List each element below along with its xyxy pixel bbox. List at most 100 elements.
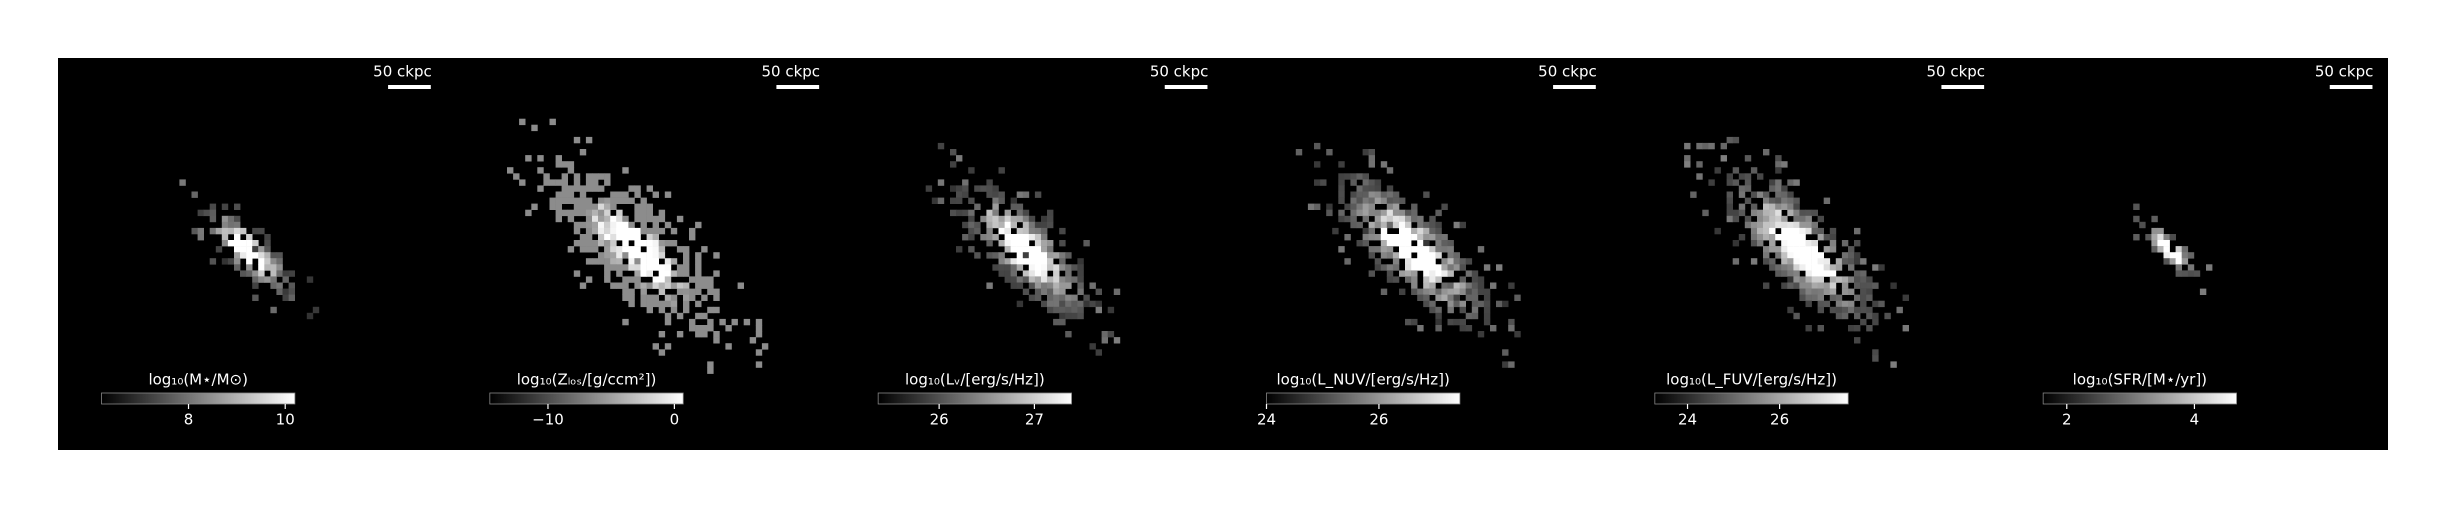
pixel [1811,227,1818,235]
pixel [1453,288,1460,295]
colorbar-label: log₁₀(SFR/[M⋆/yr]) [2073,371,2207,389]
scale-bar-label: 50 ckpc [2315,63,2374,81]
pixel [1757,215,1764,223]
pixel [992,221,999,229]
pixel [579,203,587,210]
pixel [1386,246,1394,253]
pixel [646,294,653,301]
pixel [640,270,647,277]
pixel [634,227,641,235]
pixel [1423,258,1430,265]
pixel [1811,240,1818,247]
pixel [1059,318,1066,326]
pixel [683,282,690,289]
pixel [573,173,581,180]
pixel [585,240,593,247]
pixel [1368,179,1375,186]
pixel [640,300,647,308]
pixel [252,270,259,277]
pixel [683,246,690,253]
pixel [1775,215,1782,223]
colorbar-tick-label: −10 [532,411,564,429]
pixel [1386,252,1394,259]
pixel [1793,227,1800,235]
pixel [1034,252,1042,259]
pixel [585,197,593,204]
pixel [640,203,647,210]
pixel [1799,227,1806,235]
pixel [1793,258,1800,265]
pixel [1053,276,1060,283]
pixel [288,270,295,277]
pixel [713,306,720,314]
pixel [664,270,672,277]
pixel [1077,288,1084,295]
pixel [1392,215,1400,223]
pixel [573,185,581,192]
pixel [695,325,702,332]
pixel [1314,161,1321,168]
pixel [1453,258,1460,265]
pixel [616,209,623,217]
pixel [1077,312,1084,320]
pixel [555,179,562,186]
pixel [658,300,666,308]
pixel [1860,282,1867,289]
pixel [616,252,623,259]
pixel [1065,294,1072,301]
pixel [610,191,617,198]
pixel [1016,191,1024,198]
pixel [1307,203,1315,210]
pixel [719,318,726,326]
pixel [1453,300,1460,308]
pixel [1799,294,1806,301]
pixel [1047,300,1054,308]
pixel [1022,215,1030,223]
pixel [1411,276,1418,283]
pixel [264,240,271,247]
pixel [592,173,599,180]
pixel [664,221,672,229]
pixel [604,173,611,180]
pixel [282,270,289,277]
pixel [1793,282,1800,289]
pixel [1041,227,1048,235]
pixel [1010,215,1017,223]
pixel [1028,282,1036,289]
pixel [1429,306,1436,314]
pixel [1071,264,1078,271]
pixel [658,264,666,271]
pixel [1726,197,1733,204]
pixel [1447,258,1454,265]
pixel [1034,276,1042,283]
pixel [1016,234,1024,241]
pixel [1757,221,1764,229]
pixel [1763,209,1770,217]
pixel [1053,252,1060,259]
pixel [270,264,277,271]
pixel [604,221,611,229]
pixel [1034,294,1042,301]
pixel [1386,240,1394,247]
pixel [1053,288,1060,295]
pixel [1411,246,1418,253]
pixel [2169,234,2176,241]
pixel [252,246,259,253]
pixel [1034,246,1042,253]
pixel [1854,240,1861,247]
pixel [1787,264,1794,271]
pixel [2157,246,2164,253]
pixel [1805,227,1812,235]
pixel [1860,288,1867,295]
pixel [664,276,672,283]
colorbar-tick-label: 24 [1257,411,1276,429]
pixel [1496,264,1503,271]
pixel [1817,282,1824,289]
pixel [1829,282,1837,289]
pixel [1805,215,1812,223]
pixel [1380,240,1388,247]
pixel [628,185,635,192]
pixel [628,276,635,283]
pixel [1041,258,1048,265]
pixel [1763,246,1770,253]
